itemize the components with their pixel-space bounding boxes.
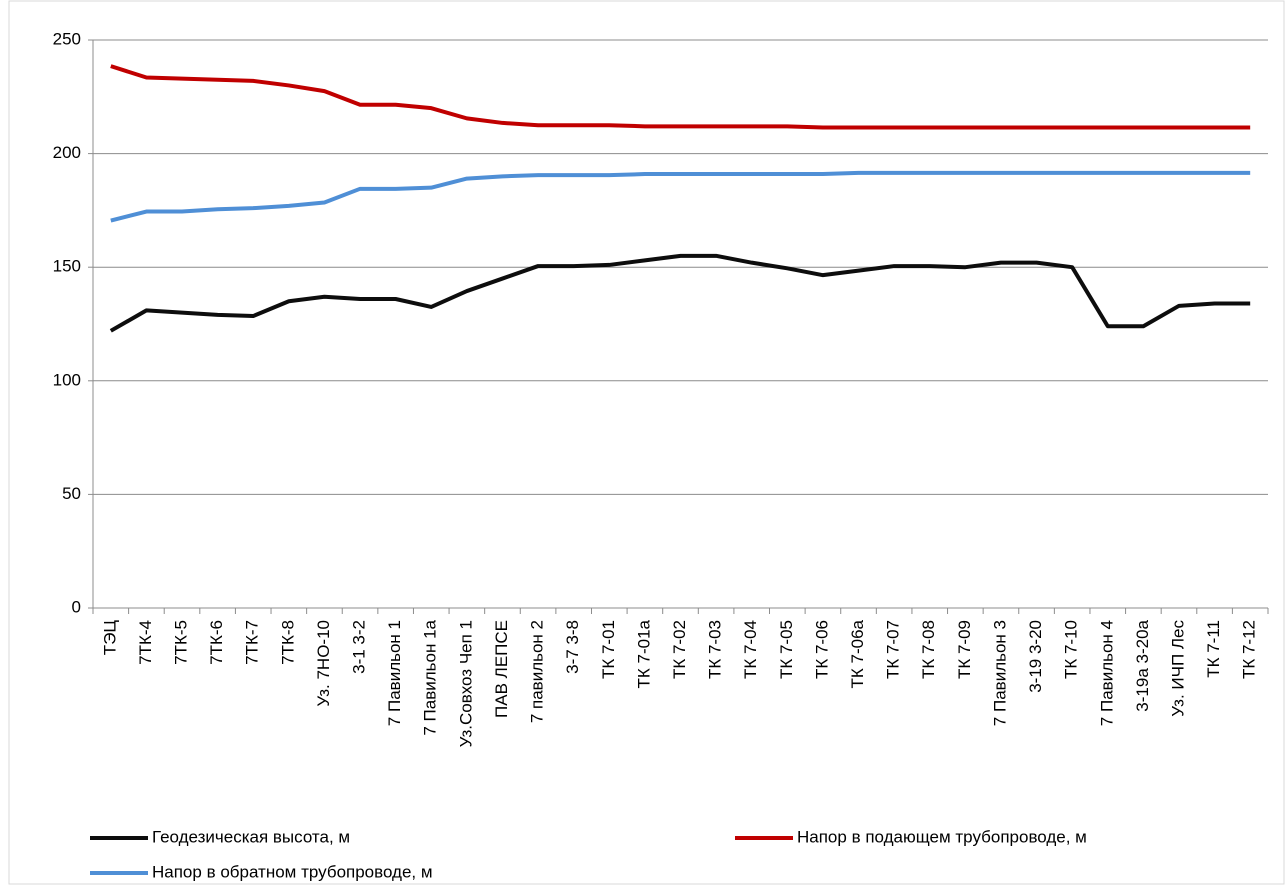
x-tick-label: ТК 7-03	[706, 620, 725, 679]
x-tick-label: 7 Павильон 3	[990, 620, 1009, 726]
x-tick-label: ТК 7-06а	[848, 619, 867, 688]
x-tick-label: 7 павильон 2	[528, 620, 547, 723]
x-tick-label: Уз. 7НО-10	[314, 620, 333, 707]
x-tick-label: ТК 7-06	[812, 620, 831, 679]
legend-label: Напор в обратном трубопроводе, м	[152, 862, 433, 881]
x-tick-label: 7ТК-4	[136, 620, 155, 665]
x-tick-label: ТК 7-04	[741, 620, 760, 679]
x-tick-label: 3-1 3-2	[350, 620, 369, 674]
x-tick-label: ТК 7-01	[599, 620, 618, 679]
legend-label: Геодезическая высота, м	[152, 827, 350, 846]
x-tick-label: ТК 7-01а	[634, 619, 653, 688]
x-tick-label: ТК 7-08	[919, 620, 938, 679]
x-tick-label: Уз.Совхоз Чеп 1	[456, 620, 475, 747]
x-tick-label: ПАВ ЛЕПСЕ	[492, 620, 511, 718]
x-tick-label: 7ТК-6	[207, 620, 226, 665]
chart-border	[8, 0, 1285, 885]
x-tick-label: 3-19 3-20	[1026, 620, 1045, 693]
y-tick-label: 250	[53, 29, 81, 48]
x-tick-label: ТК 7-09	[955, 620, 974, 679]
x-tick-label: 7ТК-7	[243, 620, 262, 665]
x-tick-label: 3-7 3-8	[563, 620, 582, 674]
y-tick-label: 0	[72, 597, 81, 616]
x-tick-label: 7ТК-8	[278, 620, 297, 665]
x-tick-label: 7 Павильон 1а	[421, 619, 440, 735]
y-tick-label: 50	[62, 484, 81, 503]
series-line	[110, 64, 1251, 130]
x-tick-label: 7 Павильон 1	[385, 620, 404, 726]
series-line	[110, 170, 1251, 223]
x-tick-label: ТК 7-05	[777, 620, 796, 679]
series-line	[109, 253, 1251, 333]
x-tick-label: Уз. ИЧП Лес	[1168, 620, 1187, 717]
y-tick-label: 100	[53, 370, 81, 389]
y-tick-label: 150	[53, 257, 81, 276]
legend-label: Напор в подающем трубопроводе, м	[797, 827, 1087, 846]
x-tick-label: ТК 7-02	[670, 620, 689, 679]
x-tick-label: ТК 7-12	[1240, 620, 1259, 679]
x-tick-label: ТК 7-10	[1062, 620, 1081, 679]
x-tick-label: ТЭЦ	[100, 620, 119, 656]
x-tick-label: 7 Павильон 4	[1097, 620, 1116, 726]
x-tick-label: ТК 7-11	[1204, 620, 1223, 678]
x-tick-label: 3-19а 3-20а	[1133, 619, 1152, 711]
x-tick-label: ТК 7-07	[884, 620, 903, 679]
y-tick-label: 200	[53, 143, 81, 162]
x-tick-label: 7ТК-5	[171, 620, 190, 665]
